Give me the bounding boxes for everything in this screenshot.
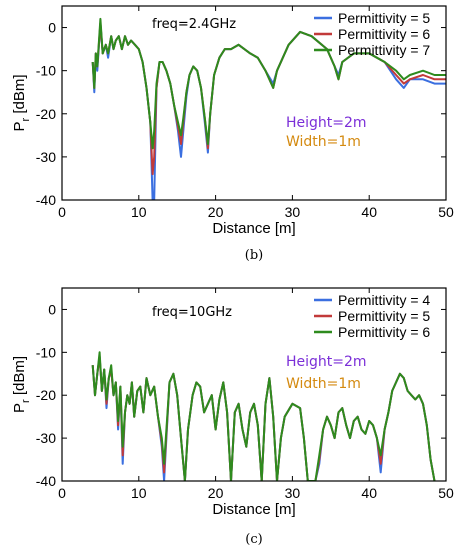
x-tick-label: 20 xyxy=(208,485,224,501)
x-tick-label: 0 xyxy=(58,485,66,501)
width-annotation: Width=1m xyxy=(286,134,361,150)
width-annotation: Width=1m xyxy=(286,376,361,392)
y-axis-label: Pr [dBm] xyxy=(11,356,32,413)
y-tick-label: -10 xyxy=(36,63,56,79)
legend-entry: Permittivity = 5 xyxy=(338,10,430,26)
x-axis-label: Distance [m] xyxy=(212,220,295,237)
plot-frame xyxy=(61,5,447,201)
y-axis-label-sub: r xyxy=(20,118,32,122)
x-tick-label: 50 xyxy=(438,485,454,501)
y-tick-label: 0 xyxy=(48,20,56,36)
series-line-2 xyxy=(91,351,436,481)
x-tick-label: 0 xyxy=(58,204,66,220)
x-tick-label: 10 xyxy=(131,485,147,501)
legend-entry: Permittivity = 5 xyxy=(338,308,430,324)
frequency-label: freq=10GHz xyxy=(152,305,232,320)
x-tick-label: 30 xyxy=(285,485,301,501)
height-annotation: Height=2m xyxy=(286,115,367,131)
chart-panel-0: 0 10 20 30 40 50 0 -10 -20 -30 -40 Distance [m] Pr [… xyxy=(11,5,454,263)
series-group xyxy=(91,17,446,200)
legend-entry: Permittivity = 7 xyxy=(338,42,430,58)
y-tick-label: -10 xyxy=(36,344,56,360)
y-tick-label: -40 xyxy=(36,192,56,208)
y-tick-label: -30 xyxy=(36,430,56,446)
y-tick-label: -20 xyxy=(36,387,56,403)
legend-entry: Permittivity = 6 xyxy=(338,324,430,340)
y-tick-label: 0 xyxy=(48,301,56,317)
legend-entry: Permittivity = 4 xyxy=(338,292,430,308)
figure-caption: (c) xyxy=(245,532,262,547)
y-axis-label-unit: [dBm] xyxy=(11,356,28,399)
y-axis-label-sub: r xyxy=(20,399,32,403)
plot-frame xyxy=(61,287,447,482)
x-axis-label: Distance [m] xyxy=(212,501,295,518)
x-tick-label: 50 xyxy=(438,204,454,220)
series-line-2 xyxy=(91,17,446,150)
series-group xyxy=(91,351,436,481)
x-tick-label: 40 xyxy=(361,204,377,220)
frequency-label: freq=2.4GHz xyxy=(152,17,236,32)
chart-panel-1: 0 10 20 30 40 50 0 -10 -20 -30 -40 Distance [m] Pr [… xyxy=(11,287,454,547)
x-tick-label: 10 xyxy=(131,204,147,220)
y-tick-label: -40 xyxy=(36,473,56,489)
height-annotation: Height=2m xyxy=(286,354,367,370)
y-tick-label: -30 xyxy=(36,149,56,165)
x-tick-label: 40 xyxy=(361,485,377,501)
y-axis-label-unit: [dBm] xyxy=(11,74,28,117)
y-axis-label: Pr [dBm] xyxy=(11,74,32,131)
y-axis-label-main: P xyxy=(11,122,28,132)
x-tick-label: 30 xyxy=(285,204,301,220)
x-tick-label: 20 xyxy=(208,204,224,220)
y-axis-label-main: P xyxy=(11,403,28,413)
figure-caption: (b) xyxy=(245,248,263,263)
legend-entry: Permittivity = 6 xyxy=(338,26,430,42)
y-tick-label: -20 xyxy=(36,106,56,122)
